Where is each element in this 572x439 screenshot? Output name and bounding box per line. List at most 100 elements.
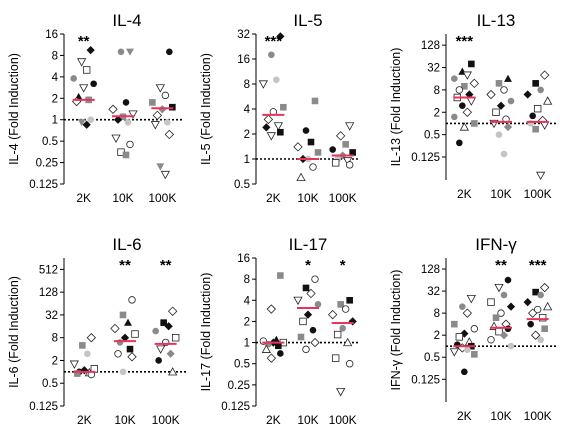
y-tick-label: 0.25 xyxy=(36,158,58,170)
data-point xyxy=(306,288,316,299)
data-point xyxy=(543,96,553,105)
data-point xyxy=(149,99,156,106)
chart-panel-6: IFN-γ 128 32 8 2 0.5 0.125 IFN-γ (Fold Inductio… xyxy=(389,235,556,423)
chart-title: IL-17 xyxy=(289,235,328,254)
data-point xyxy=(126,48,134,56)
data-point xyxy=(164,322,173,331)
y-tick-label: 2 xyxy=(434,330,440,342)
data-point xyxy=(487,298,495,306)
data-point xyxy=(77,58,87,67)
data-point xyxy=(537,86,544,94)
data-point xyxy=(266,353,277,363)
data-point xyxy=(331,159,340,167)
y-tick-label: 16 xyxy=(45,29,58,41)
significance-label: * xyxy=(340,257,346,274)
data-point xyxy=(492,314,500,322)
data-point xyxy=(280,103,287,111)
data-point xyxy=(164,129,175,140)
data-point xyxy=(310,337,320,348)
data-point xyxy=(503,122,513,132)
data-point xyxy=(268,51,275,59)
chart-panel-4: IL-6 512 128 32 8 2 0.5 0.125 IL-6 (Fold Inducti… xyxy=(7,235,186,427)
y-tick-label: 1 xyxy=(52,115,58,127)
data-point xyxy=(113,115,123,124)
y-tick-label: 0.5 xyxy=(42,378,58,390)
data-point xyxy=(166,349,175,358)
x-tick-label: 2K xyxy=(266,191,281,205)
data-point xyxy=(504,74,512,82)
data-point xyxy=(82,66,91,74)
chart-title: IFN-γ xyxy=(475,235,517,254)
data-point xyxy=(114,350,122,358)
y-tick-label: 32 xyxy=(45,310,58,322)
data-point xyxy=(122,99,130,106)
data-point xyxy=(309,163,317,171)
data-point xyxy=(532,125,539,133)
y-tick-label: 0.5 xyxy=(424,352,440,364)
x-tick-label: 100K xyxy=(152,413,180,427)
data-point xyxy=(302,345,310,354)
data-point xyxy=(277,272,284,279)
data-point xyxy=(262,123,271,132)
data-point xyxy=(79,84,89,93)
y-tick-label: 32 xyxy=(427,286,440,298)
significance-label: *** xyxy=(529,257,547,274)
chart-panel-2: IL-5 32 16 8 4 2 1 0.5 IL-5 (Fold Induction) 2K 10… xyxy=(199,11,360,205)
data-point xyxy=(455,86,464,94)
data-point xyxy=(529,112,536,120)
data-point xyxy=(469,78,480,89)
significance-label: *** xyxy=(265,33,283,50)
data-point xyxy=(299,317,307,326)
x-tick-label: 100K xyxy=(524,187,552,201)
y-tick-label: 4 xyxy=(52,72,59,84)
data-point xyxy=(507,97,515,105)
data-point xyxy=(523,90,532,99)
data-point xyxy=(504,276,512,284)
data-point xyxy=(532,288,539,296)
data-point xyxy=(459,102,466,110)
data-point xyxy=(492,108,500,116)
data-point xyxy=(495,80,503,87)
data-point xyxy=(110,323,120,334)
data-point xyxy=(69,360,79,369)
significance-label: ** xyxy=(160,257,172,274)
data-point xyxy=(464,346,471,354)
data-point xyxy=(108,104,118,115)
data-point xyxy=(128,296,136,304)
data-point xyxy=(156,345,166,354)
y-axis-label: IL-6 (Fold Induction) xyxy=(7,276,21,388)
chart-title: IL-13 xyxy=(477,11,516,30)
x-tick-label: 10K xyxy=(297,413,318,427)
data-point xyxy=(164,118,171,126)
data-point xyxy=(329,146,336,153)
y-tick-label: 0.125 xyxy=(29,179,58,191)
x-tick-label: 10K xyxy=(490,409,511,423)
y-tick-label: 16 xyxy=(237,253,250,265)
y-tick-label: 0.5 xyxy=(424,130,440,142)
data-point xyxy=(532,80,539,87)
data-point xyxy=(86,45,95,55)
data-point xyxy=(523,297,532,307)
data-point xyxy=(307,138,315,146)
data-point xyxy=(155,357,162,364)
data-point xyxy=(530,330,541,340)
data-point xyxy=(337,301,344,308)
data-point xyxy=(331,354,340,362)
data-point xyxy=(540,121,550,130)
y-tick-label: 2 xyxy=(434,107,440,119)
y-tick-label: 0.125 xyxy=(411,374,440,386)
data-point xyxy=(466,97,476,106)
data-point xyxy=(527,308,538,318)
data-point xyxy=(168,367,178,376)
y-tick-label: 4 xyxy=(244,104,251,116)
y-tick-label: 32 xyxy=(427,63,440,75)
data-point xyxy=(296,172,306,181)
data-point xyxy=(161,91,170,100)
x-tick-label: 100K xyxy=(148,191,176,205)
y-axis-label: IFN-γ (Fold Induction) xyxy=(389,270,403,391)
data-point xyxy=(87,116,94,124)
data-point xyxy=(539,70,550,80)
data-point xyxy=(541,325,548,333)
data-point xyxy=(131,330,139,338)
